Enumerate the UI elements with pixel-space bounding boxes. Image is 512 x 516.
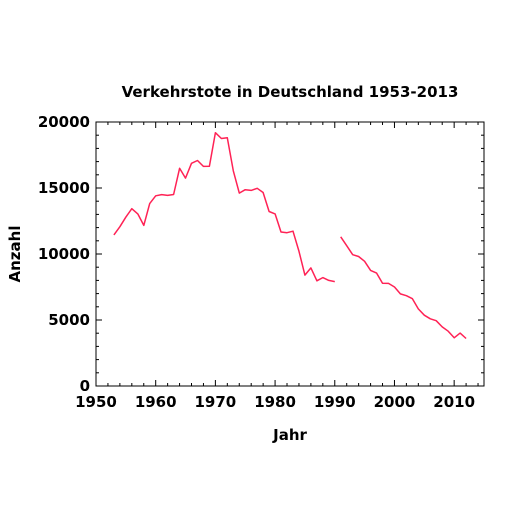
x-tick-label: 1990 [314,393,356,411]
y-tick-label: 20000 [38,113,90,131]
series-line-1 [113,131,335,283]
series-line-2 [340,236,467,340]
x-tick-label: 2000 [374,393,416,411]
series-lines [113,131,467,340]
x-tick-label: 1970 [195,393,237,411]
x-tick-labels: 1950 1960 1970 1980 1990 2000 2010 [75,393,475,411]
x-axis-label: Jahr [272,426,307,444]
y-tick-labels: 0 5000 10000 15000 20000 [38,113,90,395]
x-tick-label: 2010 [433,393,475,411]
x-tick-label: 1950 [75,393,117,411]
axis-ticks [95,121,484,387]
y-tick-label: 5000 [48,311,90,329]
plot-frame [95,121,485,387]
x-tick-label: 1980 [254,393,296,411]
y-tick-label: 0 [80,377,90,395]
x-tick-label: 1960 [135,393,177,411]
y-axis-label: Anzahl [6,226,24,283]
y-tick-label: 10000 [38,245,90,263]
y-tick-label: 15000 [38,179,90,197]
chart-title: Verkehrstote in Deutschland 1953-2013 [122,83,459,101]
